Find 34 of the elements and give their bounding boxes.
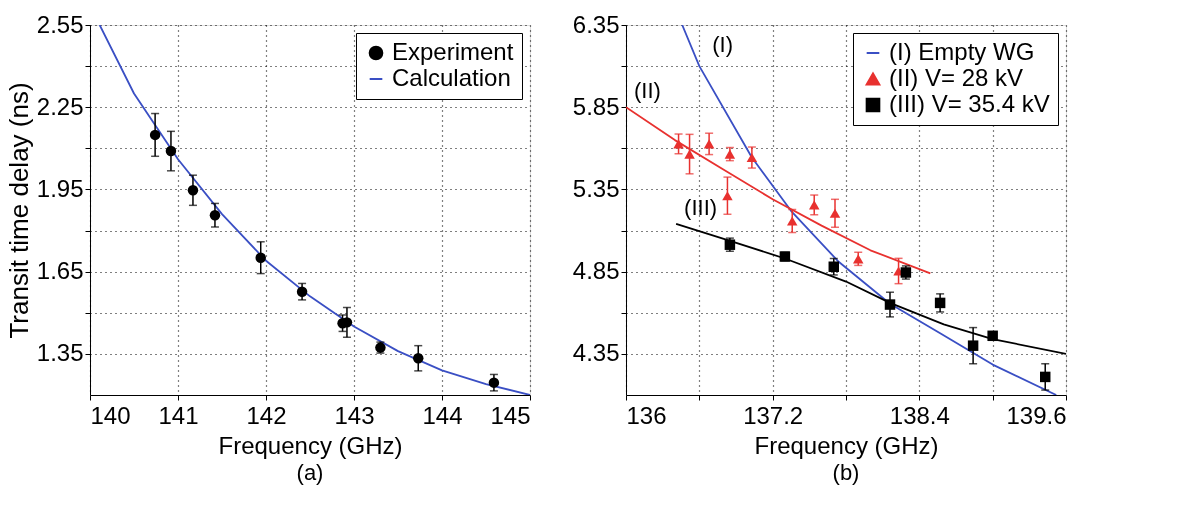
- x-axis-title: Frequency (GHz): [754, 431, 939, 459]
- y-tick-label: 2.55: [36, 10, 84, 38]
- y-tick-label: 6.35: [572, 10, 620, 38]
- x-tick-label: 144: [422, 401, 463, 429]
- x-tick-label: 137.2: [743, 401, 804, 429]
- annotation: (II): [634, 78, 661, 104]
- legend-label: (III) V= 35.4 kV: [889, 90, 1050, 117]
- x-tick-label: 143: [334, 401, 375, 429]
- x-tick-label: 139.6: [1006, 401, 1067, 429]
- line-series: [681, 25, 1058, 395]
- annotation: (III): [684, 194, 718, 220]
- y-tick-label: 1.65: [36, 257, 84, 285]
- x-tick-label: 140: [90, 401, 131, 429]
- y-tick-label: 1.95: [36, 174, 84, 202]
- y-tick-label: 5.85: [572, 92, 620, 120]
- text: (a): [296, 460, 324, 485]
- legend-label: Experiment: [392, 38, 514, 65]
- legend-label: (II) V= 28 kV: [889, 64, 1024, 91]
- x-tick-label: 138.4: [889, 401, 950, 429]
- x-tick-label: 145: [490, 401, 531, 429]
- legend-label: Calculation: [392, 64, 511, 91]
- legend-label: (I) Empty WG: [889, 38, 1035, 65]
- annotation: (I): [712, 32, 733, 57]
- y-tick-label: 2.25: [36, 92, 84, 120]
- y-tick-label: 5.35: [572, 174, 620, 202]
- x-tick-label: 141: [158, 401, 199, 429]
- x-tick-label: 136: [626, 401, 667, 429]
- y-tick-label: 4.85: [572, 257, 620, 285]
- y-tick-label: 4.35: [572, 339, 620, 367]
- x-axis-title: Frequency (GHz): [218, 431, 403, 459]
- text: (b): [832, 460, 860, 485]
- x-tick-label: 142: [246, 401, 287, 429]
- y-tick-label: 1.35: [36, 339, 84, 367]
- y-axis-title: Transit time delay (ns): [3, 82, 34, 339]
